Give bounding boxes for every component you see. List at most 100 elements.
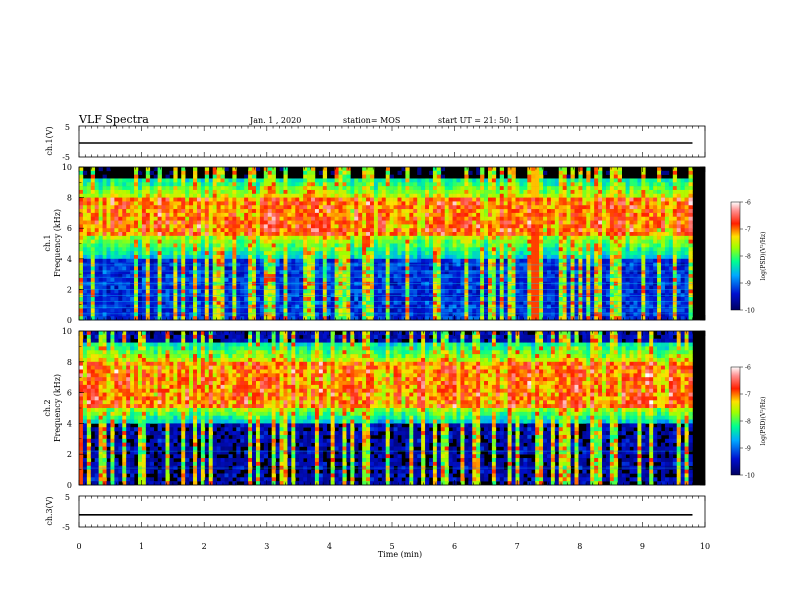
spectrogram-cell bbox=[507, 270, 512, 275]
spectrogram-cell bbox=[464, 182, 469, 187]
spectrogram-cell bbox=[417, 220, 422, 225]
spectrogram-cell bbox=[263, 235, 269, 240]
spectrogram-cell bbox=[377, 308, 383, 313]
spectrogram-cell bbox=[287, 212, 292, 218]
spectrogram-cell bbox=[405, 220, 410, 225]
spectrogram-cell bbox=[421, 254, 426, 260]
spectrogram-cell bbox=[228, 285, 233, 290]
spectrogram-cell bbox=[389, 197, 394, 202]
spectrogram-cell bbox=[362, 209, 367, 214]
spectrogram-cell bbox=[338, 235, 343, 240]
spectrogram-cell bbox=[134, 316, 139, 321]
spectrogram-cell bbox=[495, 228, 501, 233]
spectrogram-cell bbox=[94, 312, 99, 317]
spectrogram-cell bbox=[444, 243, 449, 248]
spectrogram-cell bbox=[259, 300, 265, 306]
spectrogram-cell bbox=[456, 239, 461, 244]
spectrogram-cell bbox=[358, 300, 363, 306]
spectrogram-cell bbox=[326, 289, 331, 294]
spectrogram-cell bbox=[546, 178, 552, 183]
spectrogram-cell bbox=[385, 193, 390, 198]
spectrogram-cell bbox=[491, 167, 497, 172]
spectrogram-cell bbox=[279, 285, 284, 290]
spectrogram-cell bbox=[558, 239, 563, 244]
spectrogram-cell bbox=[236, 304, 241, 309]
spectrogram-cell bbox=[527, 289, 532, 294]
spectrogram-cell bbox=[102, 297, 107, 302]
spectrogram-cell bbox=[330, 209, 335, 214]
spectrogram-cell bbox=[185, 224, 190, 229]
spectrogram-cell bbox=[189, 251, 194, 256]
spectrogram-cell bbox=[279, 254, 284, 260]
spectrogram-cell bbox=[429, 220, 434, 225]
spectrogram-cell bbox=[165, 277, 170, 283]
spectrogram-cell bbox=[413, 266, 418, 271]
spectrogram-cell bbox=[311, 285, 316, 290]
spectrogram-cell bbox=[370, 216, 375, 221]
spectrogram-cell bbox=[275, 201, 280, 206]
spectrogram-cell bbox=[216, 212, 221, 218]
spectrogram-cell bbox=[114, 220, 119, 225]
spectrogram-cell bbox=[586, 274, 591, 279]
spectrogram-cell bbox=[244, 274, 249, 279]
spectrogram-cell bbox=[153, 289, 158, 294]
spectrogram-cell bbox=[425, 247, 430, 252]
spectrogram-cell bbox=[507, 235, 512, 240]
spectrogram-cell bbox=[397, 243, 402, 248]
spectrogram-cell bbox=[157, 254, 162, 260]
spectrogram-cell bbox=[495, 216, 501, 221]
spectrogram-cell bbox=[240, 243, 245, 248]
spectrogram-cell bbox=[377, 201, 383, 206]
spectrogram-cell bbox=[326, 189, 331, 195]
spectrogram-cell bbox=[334, 212, 339, 218]
spectrogram-cell bbox=[413, 182, 418, 187]
spectrogram-cell bbox=[484, 270, 489, 275]
spectrogram-cell bbox=[381, 209, 387, 214]
spectrogram-cell bbox=[149, 170, 155, 175]
spectrogram-cell bbox=[98, 270, 103, 275]
spectrogram-cell bbox=[244, 308, 249, 313]
spectrogram-cell bbox=[535, 220, 540, 225]
spectrogram-cell bbox=[370, 174, 375, 179]
spectrogram-cell bbox=[370, 167, 375, 172]
spectrogram-cell bbox=[413, 205, 418, 210]
spectrogram-cell bbox=[177, 308, 182, 313]
spectrogram-cell bbox=[200, 289, 206, 294]
spectrogram-cell bbox=[362, 167, 367, 172]
spectrogram-cell bbox=[130, 232, 135, 237]
spectrogram-cell bbox=[283, 297, 288, 302]
spectrogram-cell bbox=[350, 212, 355, 218]
spectrogram-cell bbox=[366, 167, 371, 172]
spectrogram-cell bbox=[582, 277, 587, 283]
spectrogram-cell bbox=[358, 186, 363, 191]
spectrogram-cell bbox=[436, 224, 442, 229]
spectrogram-cell bbox=[291, 193, 296, 198]
spectrogram-cell bbox=[503, 193, 508, 198]
spectrogram-cell bbox=[232, 254, 237, 260]
spectrogram-cell bbox=[287, 247, 292, 252]
spectrogram-cell bbox=[389, 247, 394, 252]
spectrogram-cell bbox=[259, 270, 265, 275]
spectrogram-cell bbox=[334, 316, 339, 321]
spectrogram-cell bbox=[220, 308, 225, 313]
spectrogram-cell bbox=[487, 300, 493, 306]
spectrogram-cell bbox=[311, 258, 316, 263]
spectrogram-cell bbox=[460, 232, 465, 237]
spectrogram-cell bbox=[381, 235, 387, 240]
spectrogram-cell bbox=[259, 304, 265, 309]
spectrogram-cell bbox=[578, 232, 583, 237]
spectrogram-cell bbox=[110, 316, 115, 321]
spectrogram-cell bbox=[429, 228, 434, 233]
spectrogram-cell bbox=[432, 205, 438, 210]
spectrogram-cell bbox=[326, 300, 331, 306]
spectrogram-cell bbox=[110, 239, 115, 244]
spectrogram-cell bbox=[586, 254, 591, 260]
spectrogram-cell bbox=[271, 316, 276, 321]
spectrogram-cell bbox=[554, 193, 560, 198]
spectrogram-cell bbox=[531, 201, 536, 206]
spectrogram-cell bbox=[452, 228, 457, 233]
spectrogram-cell bbox=[480, 201, 485, 206]
spectrogram-cell bbox=[570, 216, 575, 221]
spectrogram-cell bbox=[460, 312, 465, 317]
